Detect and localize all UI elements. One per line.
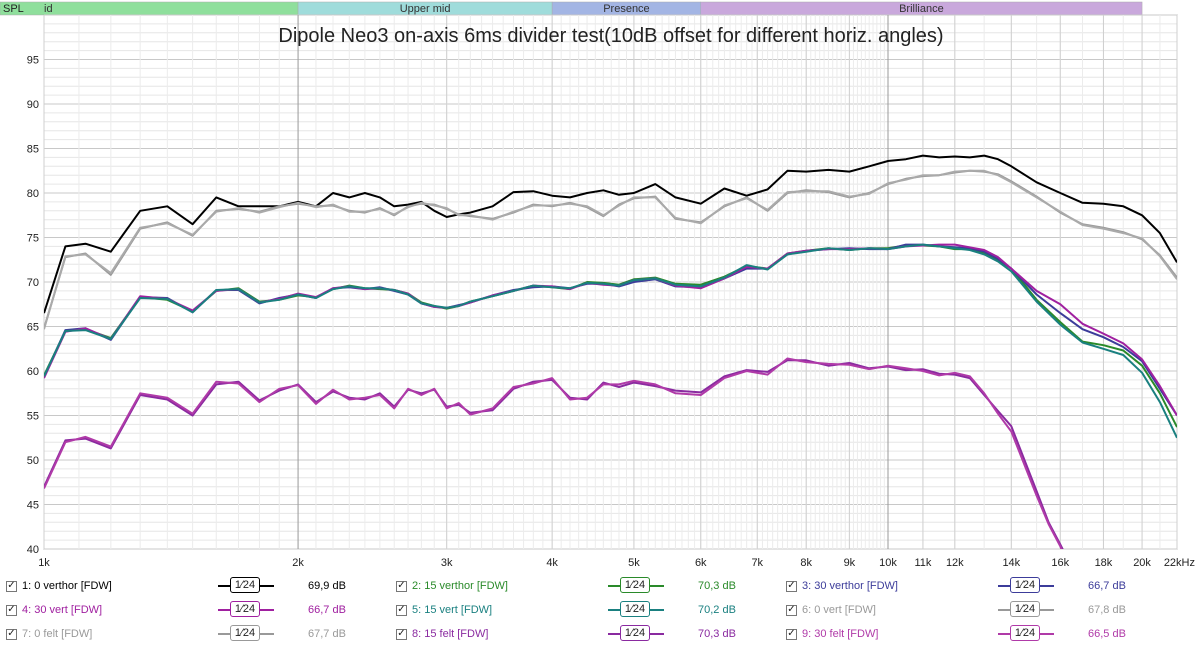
legend-label: 7: 0 felt [FDW] xyxy=(22,628,93,640)
y-tick-label: 60 xyxy=(27,366,39,378)
legend: ✓ 1: 0 verthor [FDW] 1⁄24 69,9 dB ✓ 2: 15 ver… xyxy=(0,573,1200,649)
legend-smoothing-button[interactable]: 1⁄24 xyxy=(218,624,274,644)
smoothing-label: 1⁄24 xyxy=(1010,577,1040,593)
legend-value: 66,5 dB xyxy=(1088,628,1126,640)
legend-checkbox[interactable]: ✓ xyxy=(6,628,17,640)
series-line-7 xyxy=(44,169,1177,330)
legend-smoothing-button[interactable]: 1⁄24 xyxy=(998,576,1054,596)
legend-label: 3: 30 verthor [FDW] xyxy=(802,580,898,592)
legend-smoothing-button[interactable]: 1⁄24 xyxy=(998,624,1054,644)
legend-smoothing-button[interactable]: 1⁄24 xyxy=(608,576,664,596)
legend-checkbox[interactable]: ✓ xyxy=(786,604,797,616)
legend-checkbox[interactable]: ✓ xyxy=(786,628,797,640)
y-tick-label: 70 xyxy=(27,277,39,289)
series-lines xyxy=(44,154,1177,549)
y-axis-label: SPL xyxy=(3,3,24,15)
series-line-9 xyxy=(44,357,1063,549)
smoothing-label: 1⁄24 xyxy=(620,601,650,617)
x-tick-label: 11k xyxy=(914,557,931,569)
x-tick-label: 20k xyxy=(1133,557,1151,569)
legend-value: 67,7 dB xyxy=(308,628,346,640)
x-tick-label: 22kHz xyxy=(1164,557,1195,569)
x-tick-label: 3k xyxy=(441,557,453,569)
frequency-response-chart: id Upper mid Presence Brilliance 40 45 50 55 60… xyxy=(0,1,1195,569)
x-tick-label: 18k xyxy=(1095,557,1113,569)
legend-smoothing-button[interactable]: 1⁄24 xyxy=(608,600,664,620)
legend-smoothing-button[interactable]: 1⁄24 xyxy=(218,600,274,620)
x-tick-label: 12k xyxy=(946,557,964,569)
x-tick-labels: 1k 2k 3k 4k 5k 6k 7k 8k 9k 10k 11k 12k 14k 16k 18k 20k 2… xyxy=(38,557,1195,569)
legend-label: 9: 30 felt [FDW] xyxy=(802,628,879,640)
legend-checkbox[interactable]: ✓ xyxy=(396,604,407,616)
x-tick-label: 10k xyxy=(879,557,897,569)
band-label: Brilliance xyxy=(899,3,944,15)
x-tick-label: 8k xyxy=(800,557,812,569)
y-tick-label: 85 xyxy=(27,144,39,156)
legend-checkbox[interactable]: ✓ xyxy=(396,628,407,640)
legend-value: 70,3 dB xyxy=(698,580,736,592)
smoothing-label: 1⁄24 xyxy=(230,625,260,641)
legend-label: 1: 0 verthor [FDW] xyxy=(22,580,112,592)
legend-value: 70,2 dB xyxy=(698,604,736,616)
smoothing-label: 1⁄24 xyxy=(1010,601,1040,617)
x-tick-label: 16k xyxy=(1051,557,1069,569)
y-tick-label: 50 xyxy=(27,455,39,467)
band-label: Presence xyxy=(603,3,649,15)
x-tick-label: 6k xyxy=(695,557,707,569)
band-label: id xyxy=(44,3,53,15)
legend-checkbox[interactable]: ✓ xyxy=(396,580,407,592)
legend-checkbox[interactable]: ✓ xyxy=(6,580,17,592)
smoothing-label: 1⁄24 xyxy=(1010,625,1040,641)
y-tick-label: 75 xyxy=(27,233,39,245)
legend-label: 2: 15 verthor [FDW] xyxy=(412,580,508,592)
legend-item[interactable]: ✓ 5: 15 vert [FDW] xyxy=(396,600,492,620)
x-tick-label: 14k xyxy=(1002,557,1020,569)
y-tick-label: 95 xyxy=(27,55,39,67)
legend-label: 4: 30 vert [FDW] xyxy=(22,604,103,616)
series-line-5 xyxy=(44,243,1177,439)
legend-value: 67,8 dB xyxy=(1088,604,1126,616)
legend-item[interactable]: ✓ 4: 30 vert [FDW] xyxy=(6,600,102,620)
y-tick-label: 40 xyxy=(27,544,39,556)
legend-item[interactable]: ✓ 9: 30 felt [FDW] xyxy=(786,624,878,644)
legend-smoothing-button[interactable]: 1⁄24 xyxy=(998,600,1054,620)
smoothing-label: 1⁄24 xyxy=(620,577,650,593)
x-tick-label: 4k xyxy=(546,557,558,569)
x-tick-label: 5k xyxy=(628,557,640,569)
y-tick-label: 55 xyxy=(27,411,39,423)
legend-value: 66,7 dB xyxy=(1088,580,1126,592)
band-label: Upper mid xyxy=(400,3,451,15)
smoothing-label: 1⁄24 xyxy=(230,601,260,617)
x-tick-label: 7k xyxy=(751,557,763,569)
legend-label: 5: 15 vert [FDW] xyxy=(412,604,493,616)
chart-title: Dipole Neo3 on-axis 6ms divider test(10d… xyxy=(278,25,943,47)
y-tick-label: 80 xyxy=(27,188,39,200)
legend-label: 8: 15 felt [FDW] xyxy=(412,628,489,640)
legend-item[interactable]: ✓ 3: 30 verthor [FDW] xyxy=(786,576,898,596)
x-tick-label: 2k xyxy=(292,557,304,569)
legend-value: 69,9 dB xyxy=(308,580,346,592)
legend-value: 70,3 dB xyxy=(698,628,736,640)
smoothing-label: 1⁄24 xyxy=(230,577,260,593)
legend-smoothing-button[interactable]: 1⁄24 xyxy=(218,576,274,596)
smoothing-label: 1⁄24 xyxy=(620,625,650,641)
grid-lines xyxy=(43,14,1178,550)
y-tick-labels: 40 45 50 55 60 65 70 75 80 85 90 95 xyxy=(27,55,39,557)
y-tick-label: 45 xyxy=(27,500,39,512)
legend-smoothing-button[interactable]: 1⁄24 xyxy=(608,624,664,644)
legend-item[interactable]: ✓ 8: 15 felt [FDW] xyxy=(396,624,488,644)
legend-item[interactable]: ✓ 6: 0 vert [FDW] xyxy=(786,600,876,620)
y-tick-label: 65 xyxy=(27,322,39,334)
x-tick-label: 9k xyxy=(844,557,856,569)
legend-item[interactable]: ✓ 7: 0 felt [FDW] xyxy=(6,624,92,644)
legend-checkbox[interactable]: ✓ xyxy=(6,604,17,616)
legend-item[interactable]: ✓ 2: 15 verthor [FDW] xyxy=(396,576,508,596)
y-tick-label: 90 xyxy=(27,99,39,111)
frequency-bands: id Upper mid Presence Brilliance xyxy=(0,1,1143,16)
legend-checkbox[interactable]: ✓ xyxy=(786,580,797,592)
legend-value: 66,7 dB xyxy=(308,604,346,616)
x-tick-label: 1k xyxy=(38,557,50,569)
legend-item[interactable]: ✓ 1: 0 verthor [FDW] xyxy=(6,576,112,596)
legend-label: 6: 0 vert [FDW] xyxy=(802,604,876,616)
